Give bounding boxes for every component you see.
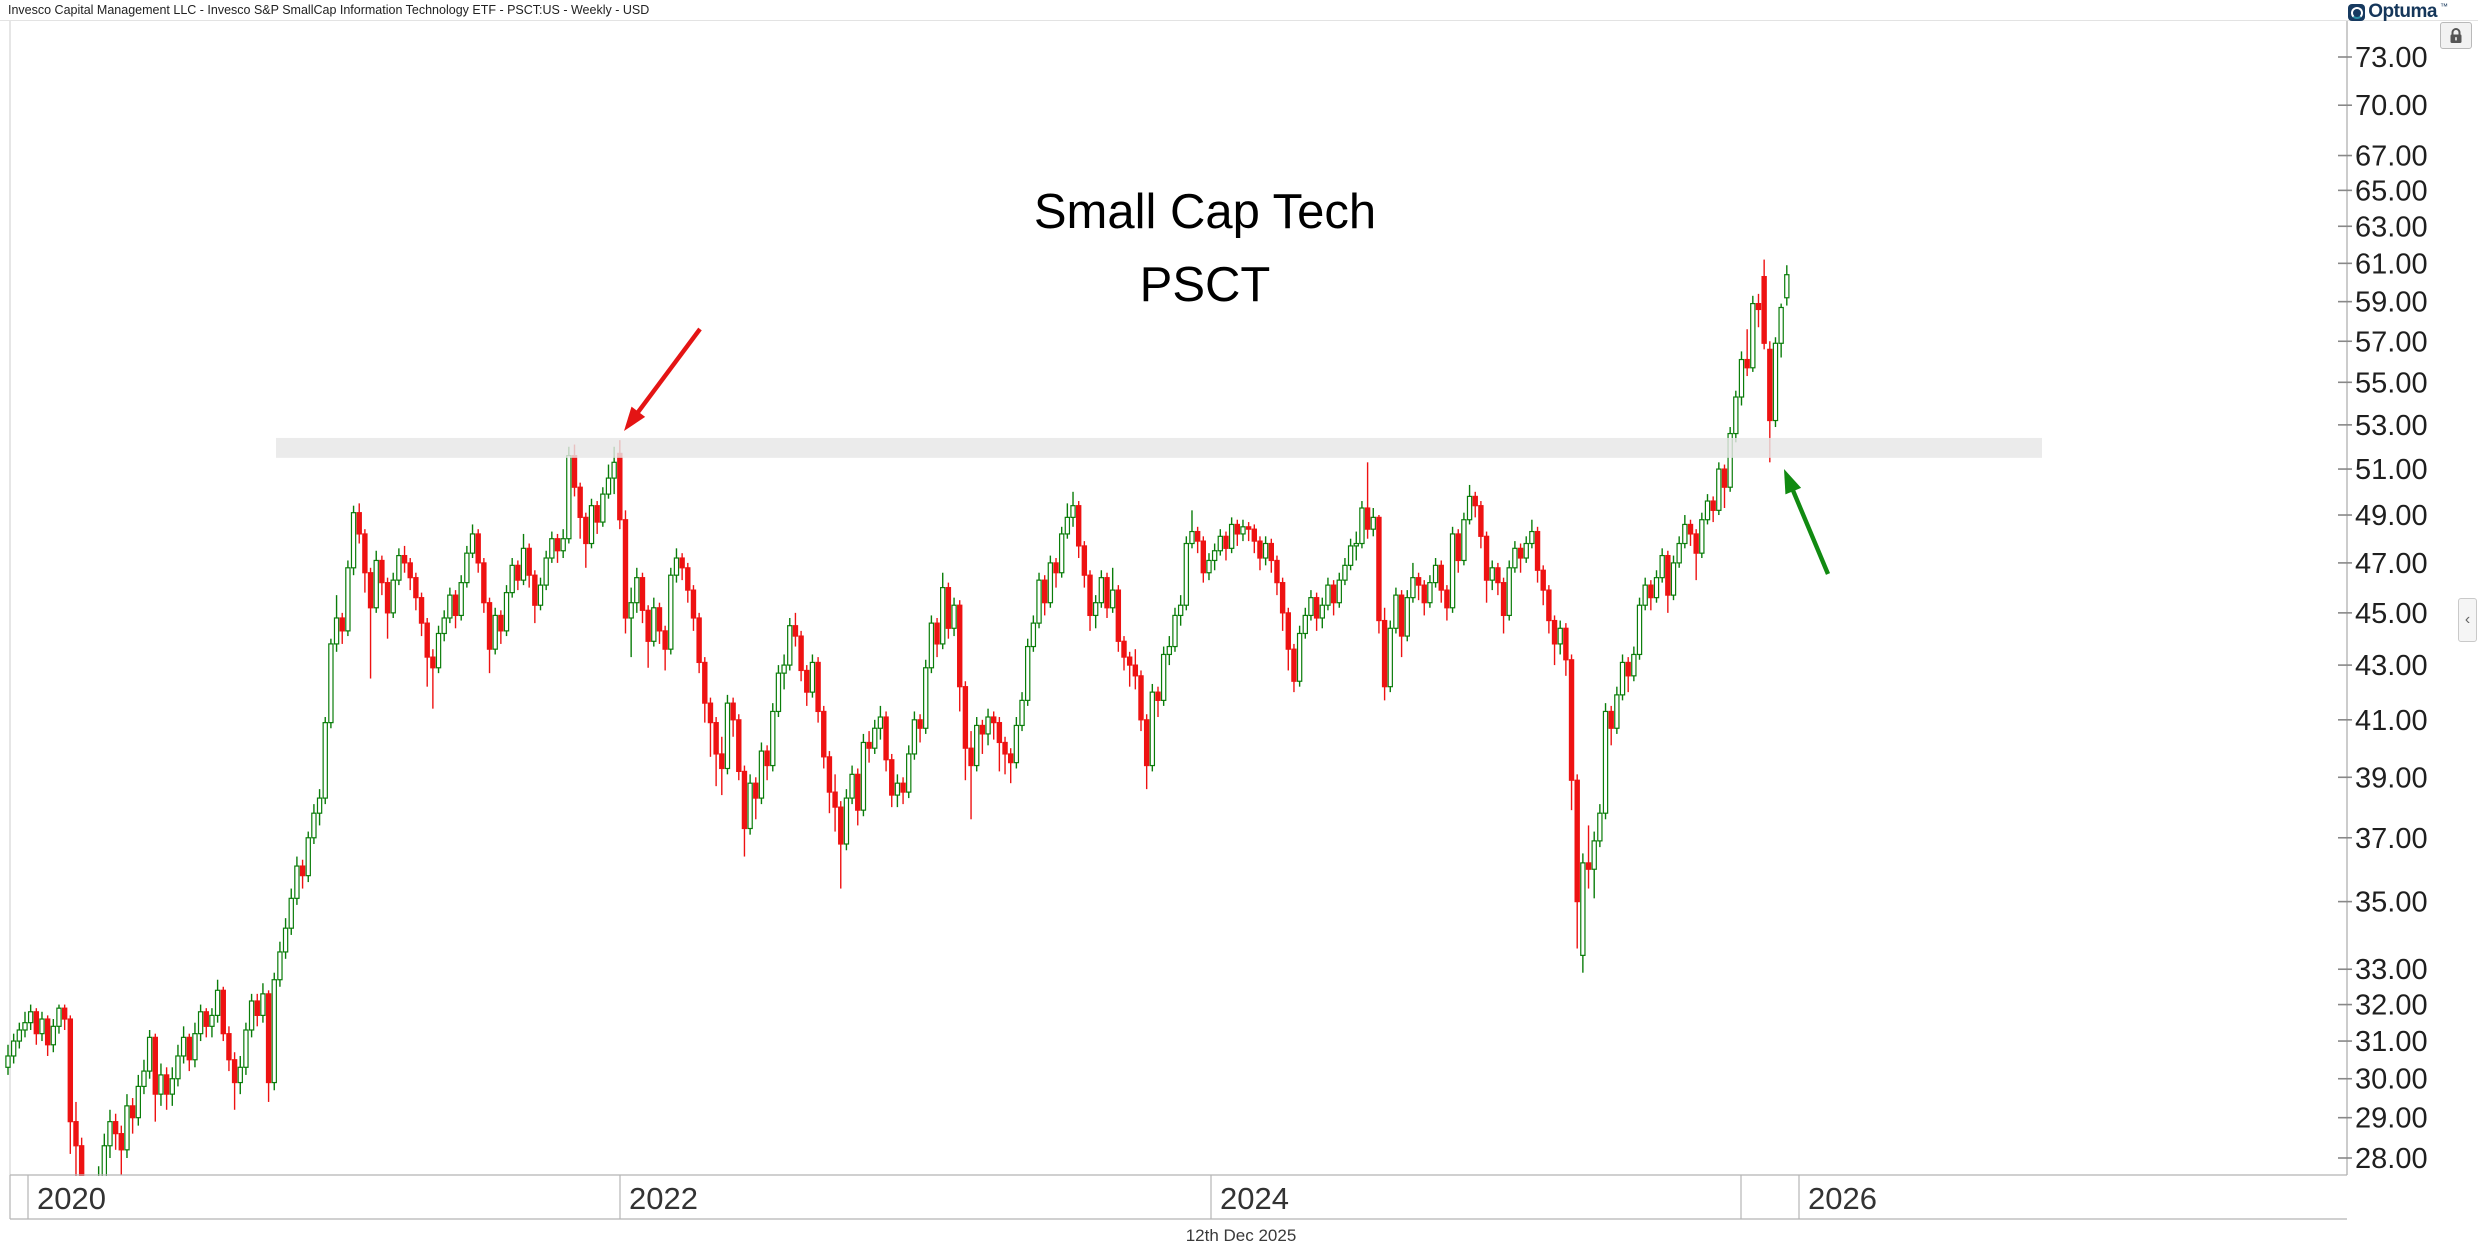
svg-text:35.00: 35.00 — [2355, 887, 2428, 919]
svg-text:41.00: 41.00 — [2355, 705, 2428, 737]
svg-text:63.00: 63.00 — [2355, 211, 2428, 243]
svg-text:51.00: 51.00 — [2355, 454, 2428, 486]
instrument-title: Invesco Capital Management LLC - Invesco… — [8, 3, 650, 17]
optuma-logo: Optuma ™ — [2348, 1, 2448, 23]
svg-text:53.00: 53.00 — [2355, 410, 2428, 442]
trend-arrows[interactable] — [624, 327, 1831, 575]
svg-text:29.00: 29.00 — [2355, 1103, 2428, 1135]
svg-text:59.00: 59.00 — [2355, 287, 2428, 319]
svg-text:2026: 2026 — [1808, 1181, 1877, 1216]
x-axis[interactable]: 2020 2022 2024 2026 12th Dec 2025 — [9, 1174, 2347, 1245]
resistance-band[interactable] — [276, 437, 2042, 458]
svg-text:2020: 2020 — [37, 1181, 106, 1216]
svg-text:65.00: 65.00 — [2355, 175, 2428, 207]
svg-text:47.00: 47.00 — [2355, 548, 2428, 580]
svg-text:32.00: 32.00 — [2355, 990, 2428, 1022]
lock-icon — [2450, 27, 2462, 43]
svg-text:37.00: 37.00 — [2355, 823, 2428, 855]
trademark-symbol: ™ — [2440, 1, 2448, 11]
candles-layer — [5, 259, 1790, 1176]
svg-text:61.00: 61.00 — [2355, 248, 2428, 280]
svg-text:57.00: 57.00 — [2355, 326, 2428, 358]
svg-text:2022: 2022 — [629, 1181, 698, 1216]
svg-text:39.00: 39.00 — [2355, 762, 2428, 794]
panel-collapse-button[interactable]: ‹ — [2458, 598, 2477, 642]
svg-text:67.00: 67.00 — [2355, 141, 2428, 173]
optuma-logo-icon — [2348, 3, 2366, 21]
lock-button[interactable] — [2440, 22, 2472, 49]
svg-text:31.00: 31.00 — [2355, 1026, 2428, 1058]
chart-header-bar: Invesco Capital Management LLC - Invesco… — [0, 0, 2478, 21]
svg-text:43.00: 43.00 — [2355, 650, 2428, 682]
svg-text:33.00: 33.00 — [2355, 954, 2428, 986]
svg-text:28.00: 28.00 — [2355, 1143, 2428, 1175]
svg-text:73.00: 73.00 — [2355, 42, 2428, 74]
svg-text:49.00: 49.00 — [2355, 500, 2428, 532]
svg-text:12th Dec 2025: 12th Dec 2025 — [1186, 1226, 1297, 1245]
svg-text:2024: 2024 — [1220, 1181, 1289, 1216]
svg-text:55.00: 55.00 — [2355, 367, 2428, 399]
svg-text:30.00: 30.00 — [2355, 1064, 2428, 1096]
optuma-logo-text: Optuma — [2368, 1, 2437, 22]
chevron-left-icon: ‹ — [2464, 611, 2471, 628]
svg-text:70.00: 70.00 — [2355, 90, 2428, 122]
svg-text:45.00: 45.00 — [2355, 598, 2428, 630]
